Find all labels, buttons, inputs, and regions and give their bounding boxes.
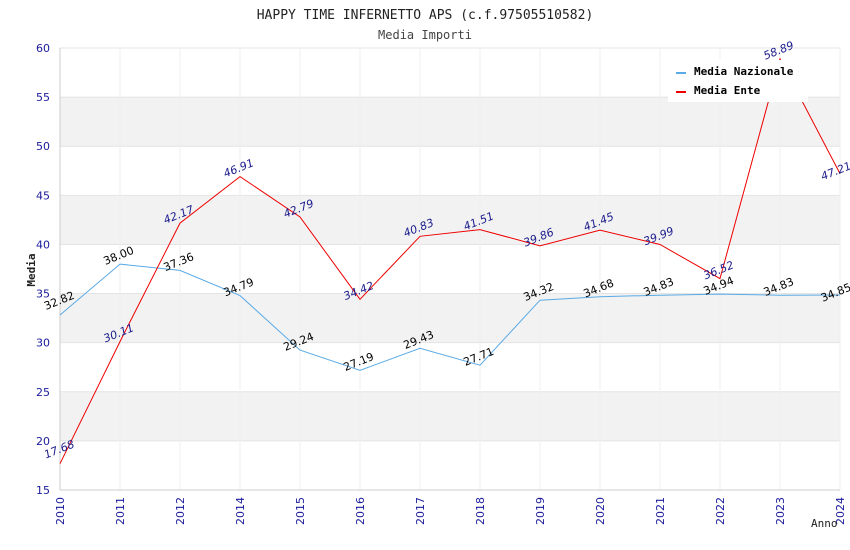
x-tick-label: 2021 [654,497,667,525]
plot-band [60,244,840,294]
plot-band [60,146,840,196]
x-tick-label: 2020 [594,497,607,525]
series-line-media-nazionale [59,263,841,371]
y-tick-label: 35 [36,288,50,301]
x-axis-label: Anno [811,517,838,530]
x-tick-label: 2011 [114,497,127,525]
x-tick-label: 2012 [174,497,187,525]
y-tick-label: 30 [36,337,50,350]
y-tick-label: 50 [36,140,50,153]
legend-background [668,60,808,102]
legend-label-media-ente: Media Ente [694,84,761,97]
y-tick-label: 60 [36,42,50,55]
x-tick-label: 2016 [354,497,367,525]
x-tick-label: 2014 [234,497,247,525]
y-tick-label: 45 [36,189,50,202]
series-line-media-ente [59,57,841,464]
plot-band [60,440,840,490]
plot-band [60,293,840,343]
y-tick-label: 25 [36,386,50,399]
plot-bands [60,48,840,490]
x-tick-labels: 2010 2011 2012 2014 2015 2016 2017 2018 2019 2020… [54,497,847,525]
plot-band [60,342,840,392]
x-tick-label: 2019 [534,497,547,525]
legend-label-media-nazionale: Media Nazionale [694,65,794,78]
y-axis-label: Media [25,253,38,286]
plot-band [60,195,840,245]
legend: Media Nazionale Media Ente [668,60,808,102]
chart-title: HAPPY TIME INFERNETTO APS (c.f.975055105… [257,8,594,23]
plot-band [60,97,840,147]
chart-subtitle: Media Importi [378,28,472,42]
y-tick-label: 55 [36,91,50,104]
x-tick-label: 2024 [834,497,847,525]
y-tick-label: 40 [36,238,50,251]
x-tick-label: 2023 [774,497,787,525]
x-tick-label: 2018 [474,497,487,525]
series-lines [59,57,841,464]
x-tick-label: 2017 [414,497,427,525]
x-tick-label: 2015 [294,497,307,525]
y-tick-label: 15 [36,484,50,497]
x-tick-label: 2010 [54,497,67,525]
x-tick-label: 2022 [714,497,727,525]
plot-band [60,391,840,441]
y-tick-labels: 15 20 25 30 35 40 45 50 55 60 [36,42,50,497]
y-tick-label: 20 [36,435,50,448]
